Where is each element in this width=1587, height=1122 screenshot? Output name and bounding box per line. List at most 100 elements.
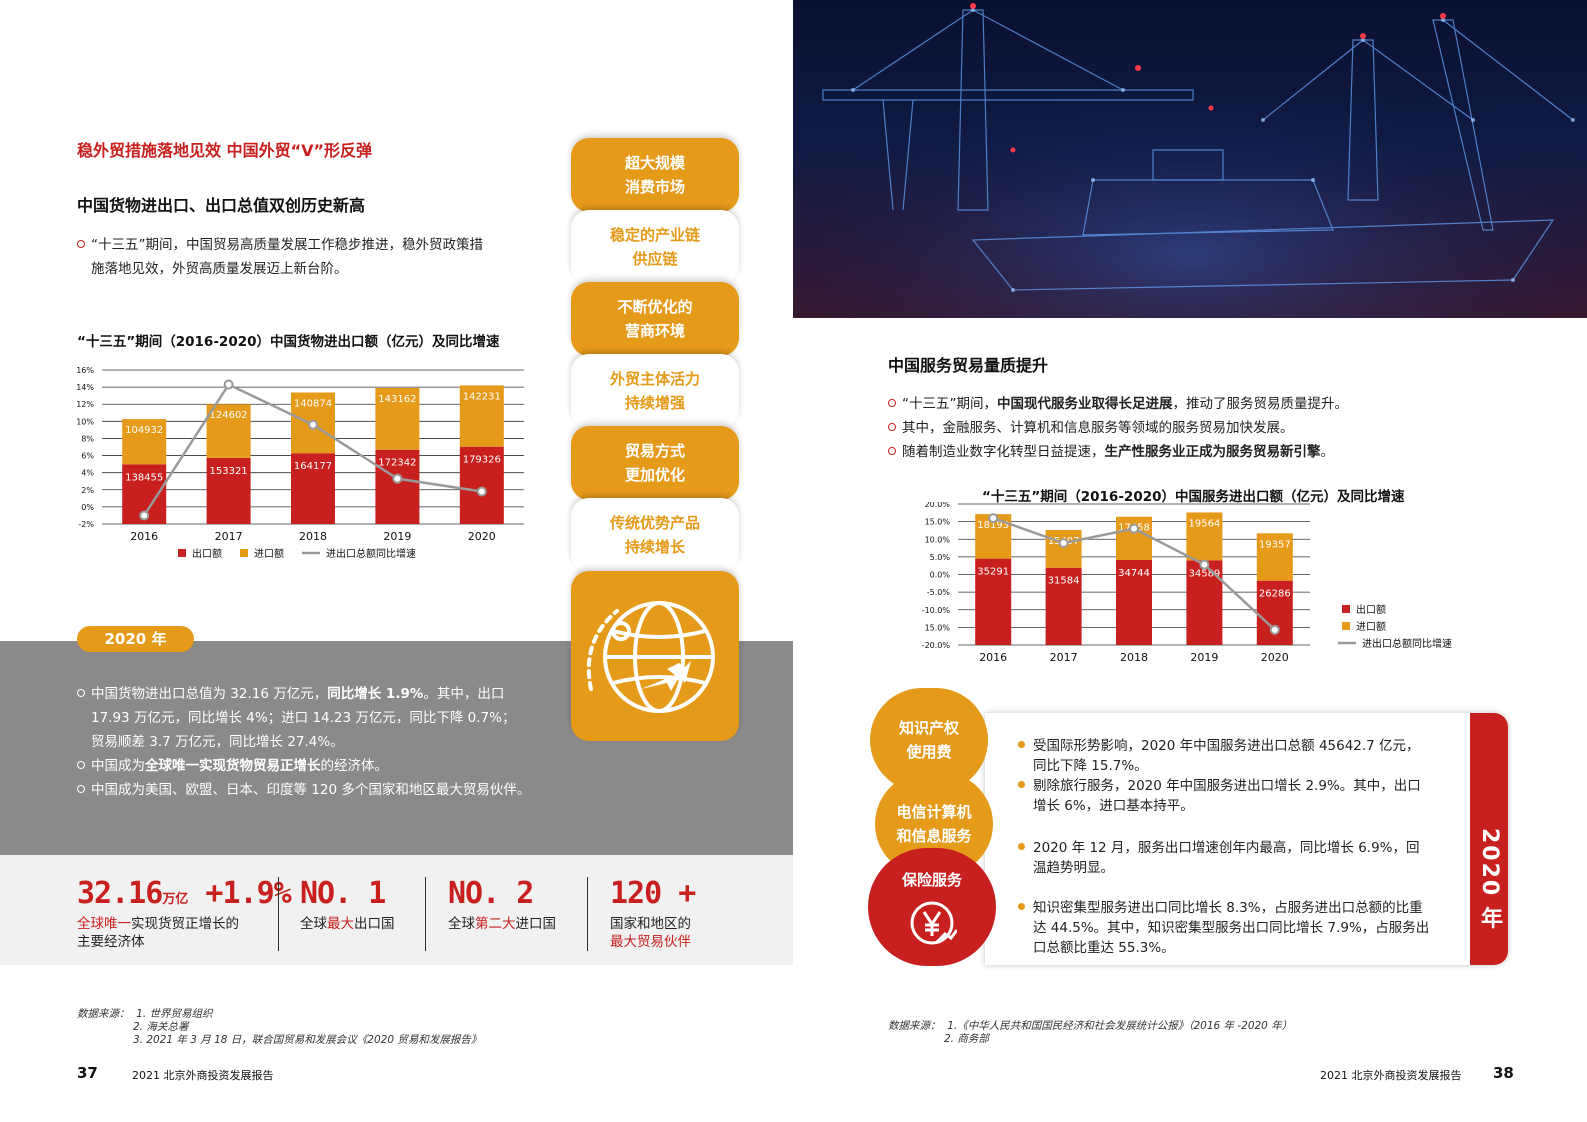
x-tick-label: 2018 xyxy=(299,530,327,543)
stat-label-highlight: 第二大 xyxy=(475,916,516,932)
left-2020-bullets: 中国货物进出口总值为 32.16 万亿元，同比增长 1.9%。其中，出口 17.… xyxy=(77,682,557,802)
bar-export-label: 34744 xyxy=(1118,568,1150,579)
stat-partners-label-2: 最大贸易伙伴 xyxy=(610,934,691,950)
bullet-ring-icon xyxy=(888,423,896,431)
bar-import-label: 140874 xyxy=(294,399,332,410)
x-tick-label: 2020 xyxy=(468,530,496,543)
growth-point xyxy=(476,486,487,497)
legend-label: 进口额 xyxy=(254,547,284,560)
stat-divider xyxy=(425,877,426,951)
right-source-row-1: 数据来源： 1.《中华人民共和国国民经济和社会发展统计公报》（2016 年 -2… xyxy=(888,1020,1292,1033)
left-source-1: 1. 世界贸易组织 xyxy=(136,1008,213,1020)
yellow-dot-icon xyxy=(1018,903,1025,910)
bullet-ring-icon xyxy=(888,399,896,407)
y-tick-label: 20.0% xyxy=(925,502,951,509)
bar-export-label: 172342 xyxy=(378,458,416,469)
bar-import xyxy=(1256,533,1293,581)
services-trade-chart: 20.0% 15.0% 10.0% 5.0% 0.0% -5.0% -10.0% 15.0% -… xyxy=(920,500,1500,677)
bar-import xyxy=(1045,529,1082,568)
bar-export xyxy=(975,558,1012,645)
left-footer: 2021 北京外商投资发展报告 xyxy=(132,1069,274,1082)
bar-export-label: 35291 xyxy=(977,567,1009,578)
right-source-1: 1.《中华人民共和国国民经济和社会发展统计公报》（2016 年 -2020 年） xyxy=(947,1020,1293,1032)
gray-bullet-2-bold: 全球唯一实现货物贸易正增长 xyxy=(145,758,321,774)
pill-line-1: 稳定的产业链 xyxy=(609,226,700,244)
legend-label: 进口额 xyxy=(1356,620,1386,633)
y-tick-label: -20.0% xyxy=(922,641,951,650)
right-bullet-1-post: ，推动了服务贸易质量提升。 xyxy=(1172,396,1349,412)
bar-export-label: 26286 xyxy=(1259,589,1291,600)
bar-import-label: 104932 xyxy=(125,425,163,436)
left-headline: 稳外贸措施落地见效 中国外贸“V”形反弹 xyxy=(77,141,372,160)
right-2020-box-accent xyxy=(1470,713,1508,965)
stat-trade-total: 32.16万亿 +1.9% 全球唯一实现货贸正增长的 主要经济体 xyxy=(77,876,292,951)
stat-label-pre: 全球 xyxy=(300,916,327,932)
growth-point xyxy=(1058,538,1069,549)
services-trade-chart-svg: 20.0% 15.0% 10.0% 5.0% 0.0% -5.0% -10.0% 15.0% -… xyxy=(922,500,1452,664)
circle-ip-fees: 知识产权 使用费 xyxy=(870,688,988,792)
box-item-3-line-2: 温趋势明显。 xyxy=(1033,860,1114,876)
right-page-number: 38 xyxy=(1493,1064,1514,1082)
box-item-2: 剔除旅行服务，2020 年中国服务进出口增长 2.9%。其中，出口 xyxy=(1018,776,1458,796)
pill-line-2: 更加优化 xyxy=(624,466,685,484)
bar-export xyxy=(1116,559,1152,645)
left-intro-line-1: “十三五”期间，中国贸易高质量发展工作稳步推进，稳外贸政策措 xyxy=(77,233,483,257)
bullet-ring-icon xyxy=(77,240,85,248)
y-tick-label: 15.0% xyxy=(925,518,951,527)
right-bullet-3: 随着制造业数字化转型日益提速，生产性服务业正成为服务贸易新引擎。 xyxy=(888,440,1348,464)
legend-label: 出口额 xyxy=(1356,603,1386,616)
legend-swatch xyxy=(240,549,248,557)
bar-import-label: 124602 xyxy=(210,410,248,421)
gray-bullet-1-cont-1: 17.93 万亿元，同比增长 4%；进口 14.23 万亿元，同比下降 0.7%… xyxy=(91,710,516,726)
growth-point xyxy=(392,473,403,484)
x-tick-label: 2019 xyxy=(1190,651,1218,664)
y-tick-label: -5.0% xyxy=(927,588,951,597)
left-page-number: 37 xyxy=(77,1064,98,1082)
gray-bullet-1-pre: 中国货物进出口总值为 32.16 万亿元， xyxy=(91,686,328,702)
gray-bullet-2-pre: 中国成为 xyxy=(91,758,145,774)
right-bullet-1-pre: “十三五”期间， xyxy=(902,396,997,412)
port-cranes-photo xyxy=(793,0,1587,318)
box-item-4: 知识密集型服务进出口同比增长 8.3%，占服务进出口总额的比重 xyxy=(1018,898,1458,918)
bar-import xyxy=(206,404,251,458)
stat-partners-label: 国家和地区的 xyxy=(610,916,691,932)
stat-value-growth: +1.9% xyxy=(205,876,291,911)
stat-label-highlight: 全球唯一 xyxy=(77,916,131,932)
stat-label-post: 进口国 xyxy=(515,916,557,932)
x-tick-label: 2017 xyxy=(1050,651,1078,664)
port-cranes-illustration xyxy=(793,0,1587,318)
stat-partners: 120 + 国家和地区的 最大贸易伙伴 xyxy=(610,876,696,951)
gray-bullet-3: 中国成为美国、欧盟、日本、印度等 120 多个国家和地区最大贸易伙伴。 xyxy=(77,778,557,802)
right-source-2: 2. 商务部 xyxy=(944,1033,989,1045)
pill-supply-chain: 稳定的产业链 供应链 xyxy=(571,210,739,284)
stat-label-rest: 实现货贸正增长的 xyxy=(131,916,239,932)
x-tick-label: 2018 xyxy=(1120,651,1148,664)
growth-point xyxy=(1129,523,1139,534)
y-tick-label: 12% xyxy=(76,400,94,409)
left-sources: 数据来源： 1. 世界贸易组织 2. 海关总署 3. 2021 年 3 月 18… xyxy=(77,1008,481,1047)
circle-line-2: 和信息服务 xyxy=(896,827,972,845)
left-source-label: 数据来源： xyxy=(77,1008,130,1020)
stat-value-unit: 万亿 xyxy=(162,892,189,907)
bar-import xyxy=(122,419,167,465)
pill-line-2: 供应链 xyxy=(632,250,678,268)
box-item-1: 受国际形势影响，2020 年中国服务进出口总额 45642.7 亿元， xyxy=(1018,736,1458,756)
bar-import-label: 142231 xyxy=(463,391,501,402)
legend-swatch xyxy=(1342,605,1350,613)
bar-export-label: 153321 xyxy=(210,466,248,477)
gray-bullet-1-post: 。其中，出口 xyxy=(423,686,505,702)
bar-export xyxy=(291,453,335,524)
stat-import-rank-label: 全球第二大进口国 xyxy=(448,915,556,933)
circle-line-1: 保险服务 xyxy=(901,871,962,889)
stat-export-rank-label: 全球最大出口国 xyxy=(300,915,395,933)
x-tick-label: 2017 xyxy=(215,530,243,543)
stat-label-highlight: 最大 xyxy=(327,916,354,932)
right-bullet-3-post: 。 xyxy=(1320,444,1335,460)
stat-trade-total-label: 全球唯一实现货贸正增长的 xyxy=(77,915,291,933)
goods-trade-chart-svg: 16% 14% 12% 10% 8% 6% 4% 2% 0% -2% 138455 104932 201… xyxy=(76,366,524,560)
y-tick-label: 14% xyxy=(76,383,94,392)
circle-insurance: 保险服务 xyxy=(868,848,996,966)
right-2020-box xyxy=(985,713,1508,965)
pill-trade-methods: 贸易方式 更加优化 xyxy=(571,426,739,500)
pill-business-environment: 不断优化的 营商环境 xyxy=(571,282,739,356)
